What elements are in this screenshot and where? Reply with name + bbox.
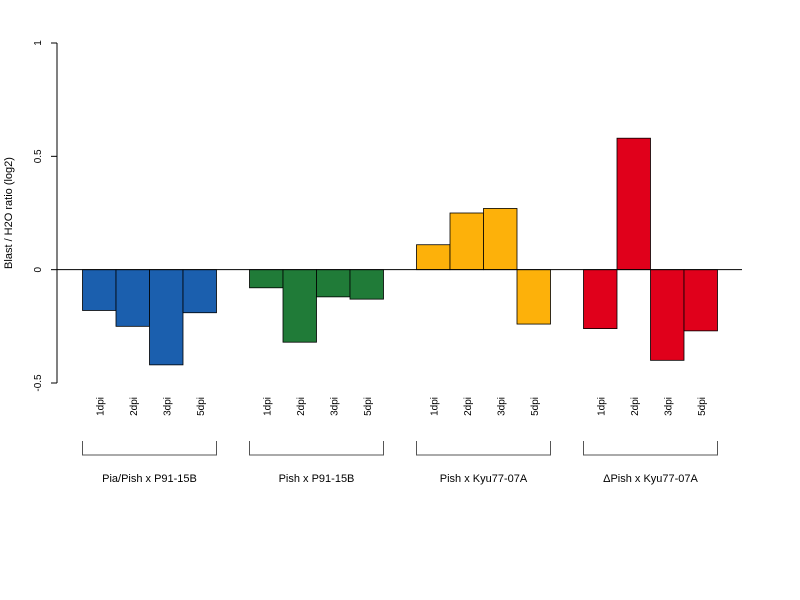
x-tick-label: 5dpi (530, 397, 541, 416)
bar (115, 269, 150, 327)
bar (683, 269, 718, 332)
group-bracket (82, 441, 217, 456)
x-tick-label: 5dpi (697, 397, 708, 416)
x-tick-labels: 1dpi 2dpi 3dpi 5dpi 1dpi 2dpi 3dpi 5dpi 1dpi 2dpi… (95, 397, 708, 416)
x-tick-label: 1dpi (429, 397, 440, 416)
group-label: Pia/Pish x P91-15B (102, 473, 197, 485)
group-bracket (583, 441, 718, 456)
x-tick-label: 3dpi (162, 397, 173, 416)
y-tick-label: 0 (33, 266, 44, 272)
bar (650, 269, 685, 361)
x-tick-label: 1dpi (596, 397, 607, 416)
bar (149, 269, 184, 366)
bar (249, 269, 284, 289)
bar (583, 269, 618, 329)
group-bracket (249, 441, 384, 456)
x-tick-label: 3dpi (496, 397, 507, 416)
x-tick-label: 3dpi (329, 397, 340, 416)
bar (182, 269, 217, 314)
bar (316, 269, 351, 298)
y-axis: -0.5 0 0.5 1 (33, 40, 58, 392)
y-tick-label: -0.5 (33, 374, 44, 392)
x-tick-label: 1dpi (262, 397, 273, 416)
x-tick-label: 5dpi (196, 397, 207, 416)
bar (349, 269, 384, 300)
bar (483, 208, 518, 271)
x-tick-label: 1dpi (95, 397, 106, 416)
group-label: ΔPish x Kyu77-07A (603, 473, 698, 485)
x-tick-label: 2dpi (463, 397, 474, 416)
x-tick-label: 2dpi (296, 397, 307, 416)
bar (282, 269, 317, 343)
bars (82, 137, 718, 366)
group-bracket (416, 441, 551, 456)
bar (516, 269, 551, 325)
x-tick-label: 2dpi (630, 397, 641, 416)
bar (449, 212, 484, 271)
bar (616, 137, 651, 271)
x-tick-label: 3dpi (663, 397, 674, 416)
group-brackets: Pia/Pish x P91-15B Pish x P91-15B Pish x K… (82, 441, 718, 485)
x-tick-label: 2dpi (129, 397, 140, 416)
y-axis-label: Blast / H2O ratio (log2) (3, 157, 15, 269)
bar (82, 269, 117, 311)
y-tick-label: 1 (33, 40, 44, 46)
x-tick-label: 5dpi (363, 397, 374, 416)
group-label: Pish x Kyu77-07A (440, 473, 528, 485)
y-tick-label: 0.5 (33, 149, 44, 163)
bar (416, 244, 451, 271)
group-label: Pish x P91-15B (279, 473, 355, 485)
